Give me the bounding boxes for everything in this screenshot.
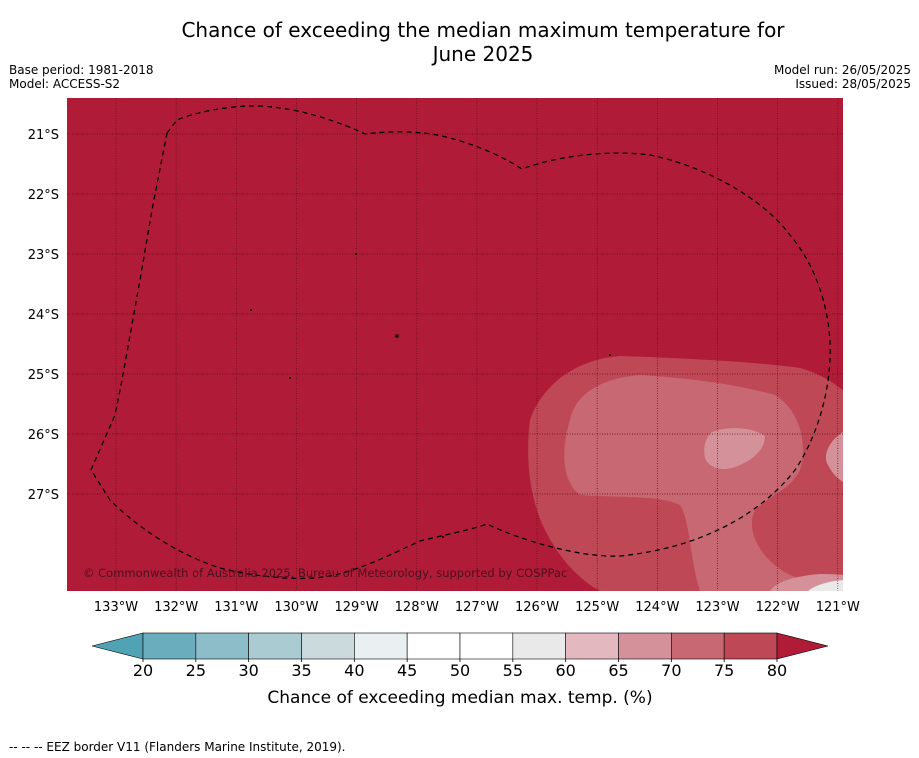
model-info: Base period: 1981-2018 Model: ACCESS-S2 <box>9 63 154 91</box>
colorbar-swatch <box>142 632 197 660</box>
longitude-label: 132°W <box>154 600 198 615</box>
longitude-label: 125°W <box>575 600 619 615</box>
latitude-label: 25°S <box>28 368 59 383</box>
colorbar-swatch <box>195 632 249 660</box>
map-figure: © Commonwealth of Australia 2025, Bureau… <box>28 98 860 708</box>
longitude-label: 124°W <box>635 600 679 615</box>
title-line-2: June 2025 <box>432 42 534 66</box>
colorbar-tick-label: 40 <box>344 661 364 680</box>
colorbar-label: Chance of exceeding median max. temp. (%… <box>267 688 652 708</box>
probability-contours <box>528 356 843 591</box>
colorbar-swatch <box>301 632 355 660</box>
chart-title: Chance of exceeding the median maximum t… <box>0 18 919 66</box>
longitude-label: 123°W <box>695 600 739 615</box>
colorbar-tick-label: 70 <box>661 661 681 680</box>
colorbar-tick-label: 25 <box>186 661 206 680</box>
colorbar-tick-label: 80 <box>767 661 787 680</box>
model-name: Model: ACCESS-S2 <box>9 77 121 91</box>
colorbar: 20 25 30 35 40 45 50 55 60 65 70 75 80 <box>91 632 829 680</box>
longitude-label: 127°W <box>455 600 499 615</box>
latitude-label: 22°S <box>28 188 59 203</box>
longitude-label: 130°W <box>274 600 318 615</box>
colorbar-tick-label: 65 <box>608 661 628 680</box>
contour-65-70 <box>704 428 765 470</box>
longitude-label: 122°W <box>756 600 800 615</box>
colorbar-extend-high <box>776 632 829 660</box>
longitude-label: 128°W <box>395 600 439 615</box>
latitude-label: 27°S <box>28 488 59 503</box>
longitude-label: 129°W <box>335 600 379 615</box>
contour-55-60-south <box>808 580 843 591</box>
longitude-label: 131°W <box>214 600 258 615</box>
graticule <box>67 98 843 591</box>
model-run: Model run: 26/05/2025 <box>773 63 911 77</box>
latitude-label: 26°S <box>28 428 59 443</box>
colorbar-tick-label: 35 <box>291 661 311 680</box>
colorbar-swatch <box>248 632 302 660</box>
colorbar-swatch <box>459 632 514 660</box>
colorbar-swatch <box>723 632 778 660</box>
colorbar-tick-label: 45 <box>397 661 417 680</box>
latitude-label: 21°S <box>28 128 59 143</box>
title-line-1: Chance of exceeding the median maximum t… <box>181 18 785 42</box>
colorbar-extend-low <box>91 632 144 660</box>
colorbar-swatch <box>354 632 408 660</box>
contour-65-70-edge <box>825 432 843 482</box>
colorbar-tick-label: 20 <box>133 661 153 680</box>
longitude-label: 126°W <box>515 600 559 615</box>
legend-note: -- -- -- EEZ border V11 (Flanders Marine… <box>9 740 346 754</box>
colorbar-tick-label: 30 <box>238 661 258 680</box>
colorbar-tick-label: 55 <box>503 661 523 680</box>
colorbar-swatch <box>406 632 461 660</box>
eez-border <box>90 105 831 580</box>
latitude-label: 24°S <box>28 308 59 323</box>
issued-date: Issued: 28/05/2025 <box>795 77 911 91</box>
latitude-label: 23°S <box>28 248 59 263</box>
latitude-labels: 21°S 22°S 23°S 24°S 25°S 26°S 27°S <box>28 128 59 503</box>
colorbar-swatch <box>671 632 725 660</box>
contour-70-75 <box>564 375 843 591</box>
colorbar-tick-label: 50 <box>450 661 470 680</box>
longitude-label: 121°W <box>816 600 860 615</box>
base-period: Base period: 1981-2018 <box>9 63 154 77</box>
copyright-text: © Commonwealth of Australia 2025, Bureau… <box>83 566 567 580</box>
colorbar-swatch <box>618 632 672 660</box>
longitude-labels: 133°W 132°W 131°W 130°W 129°W 128°W 127°W 126°W… <box>94 600 860 615</box>
island-markers <box>250 253 611 538</box>
colorbar-tick-label: 60 <box>555 661 575 680</box>
run-info: Model run: 26/05/2025 Issued: 28/05/2025 <box>774 63 911 91</box>
colorbar-tick-label: 75 <box>714 661 734 680</box>
longitude-label: 133°W <box>94 600 138 615</box>
colorbar-swatch <box>565 632 619 660</box>
colorbar-swatch <box>512 632 566 660</box>
